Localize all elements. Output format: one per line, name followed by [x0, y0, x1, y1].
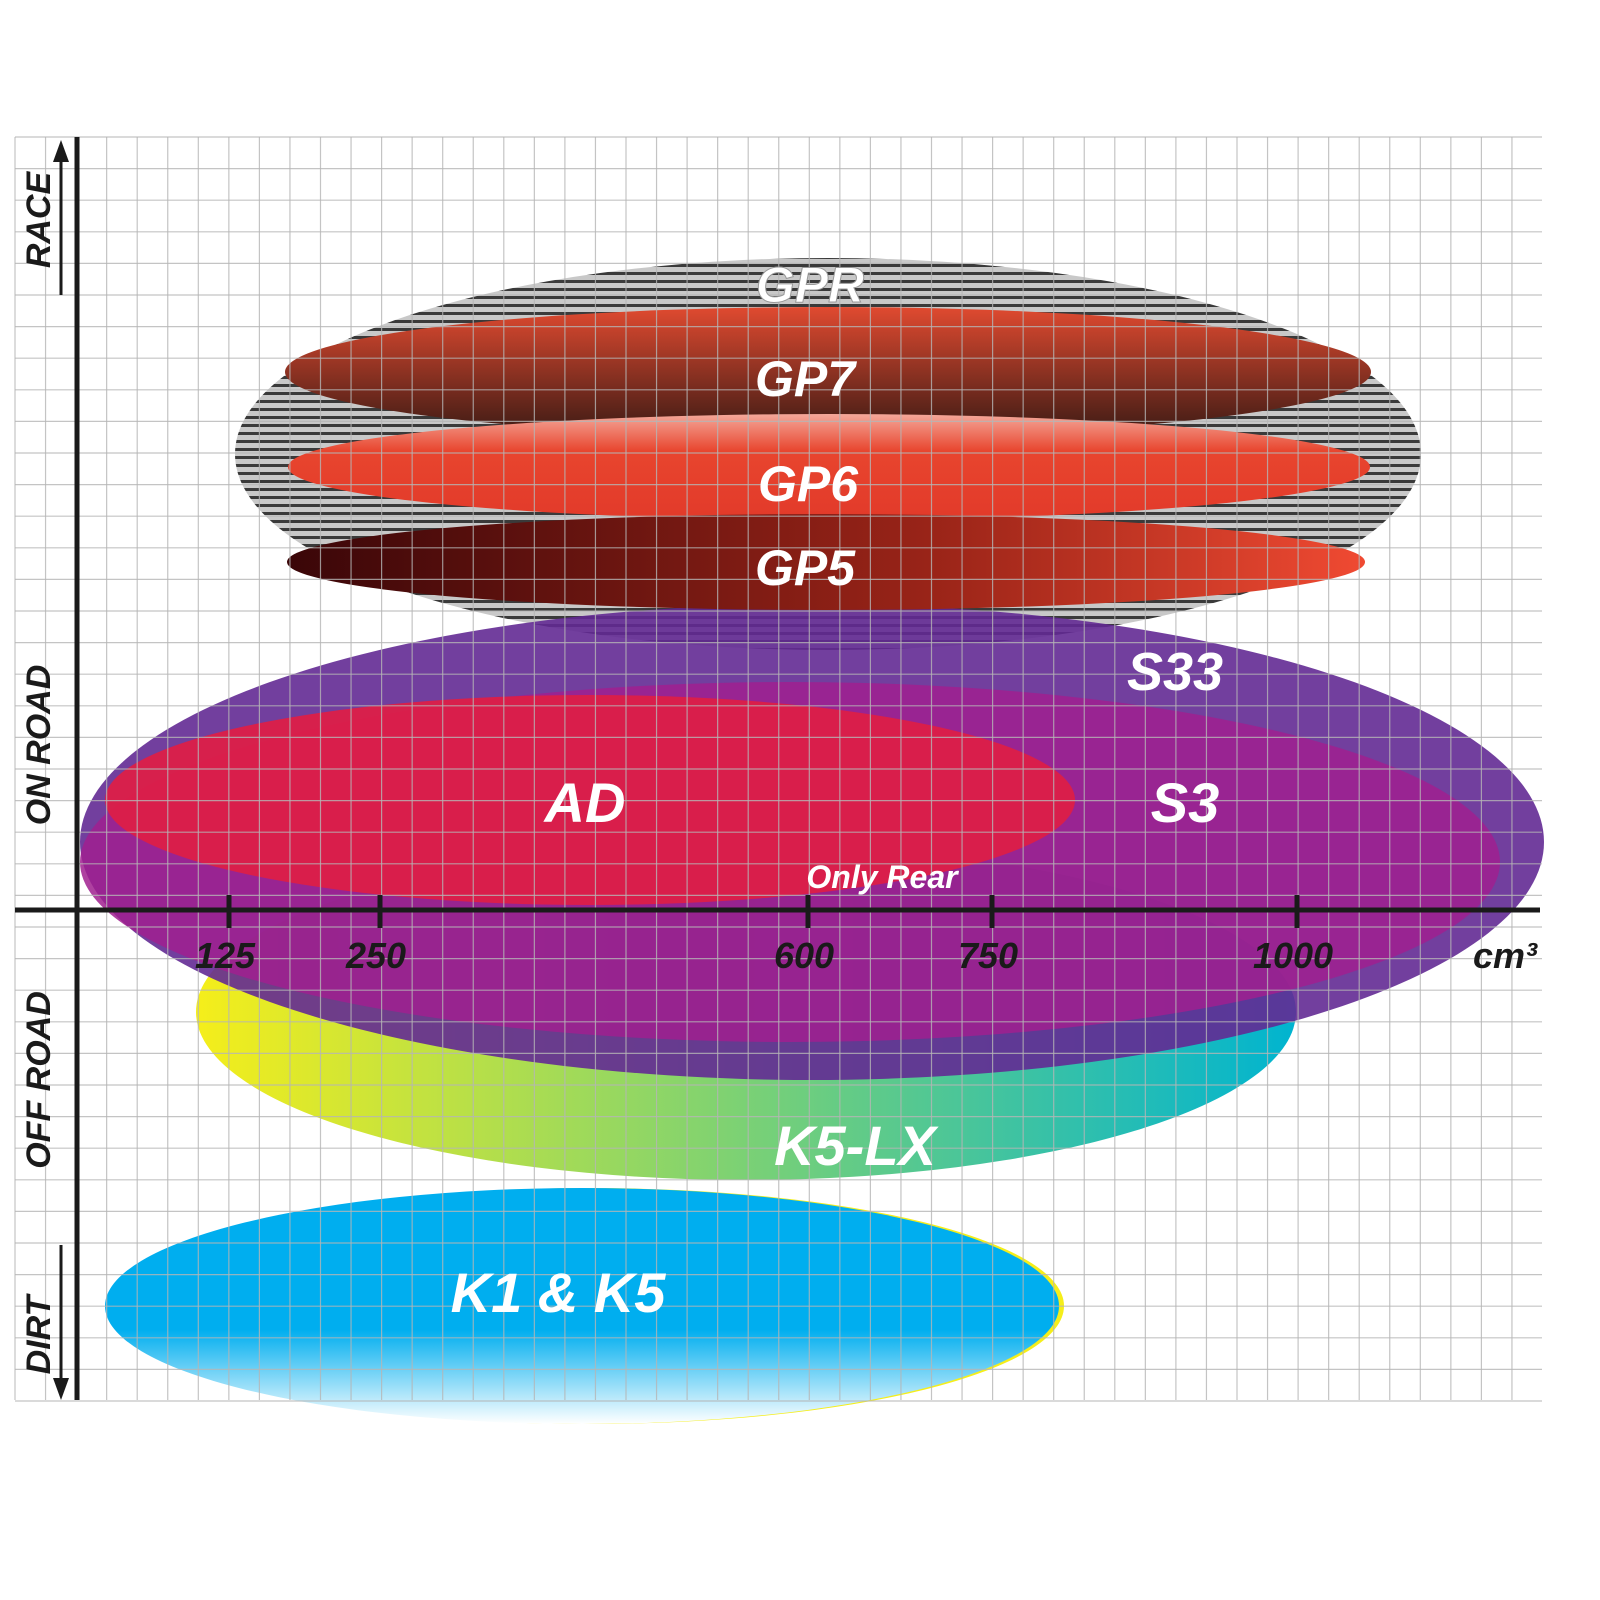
label-ad: AD — [543, 771, 626, 834]
gp6-ellipse — [288, 414, 1370, 520]
gp5-ellipse — [287, 514, 1365, 610]
label-s33: S33 — [1127, 642, 1223, 702]
x-unit-label: cm³ — [1473, 935, 1538, 976]
label-gp6: GP6 — [758, 456, 859, 512]
label-race: RACE — [20, 171, 58, 269]
x-tick-label: 1000 — [1253, 935, 1333, 976]
label-gp5: GP5 — [755, 540, 856, 596]
label-off-road: OFF ROAD — [20, 991, 58, 1169]
x-tick-label: 600 — [774, 935, 834, 976]
dirt-arrow — [53, 1245, 69, 1400]
label-gpr: GPR — [756, 257, 864, 313]
x-tick-label: 750 — [958, 935, 1018, 976]
x-tick-label: 125 — [195, 935, 256, 976]
x-tick-label: 250 — [345, 935, 406, 976]
gp7-ellipse — [285, 307, 1371, 437]
label-only-rear: Only Rear — [806, 859, 959, 895]
label-on-road: ON ROAD — [20, 665, 58, 826]
label-dirt: DIRT — [20, 1292, 58, 1374]
label-k1-k5: K1 & K5 — [451, 1261, 667, 1324]
race-arrow — [53, 140, 69, 295]
label-k5-lx: K5-LX — [774, 1114, 939, 1177]
label-s3: S3 — [1151, 771, 1220, 834]
grid — [14, 136, 1542, 1402]
label-gp7: GP7 — [755, 351, 857, 407]
